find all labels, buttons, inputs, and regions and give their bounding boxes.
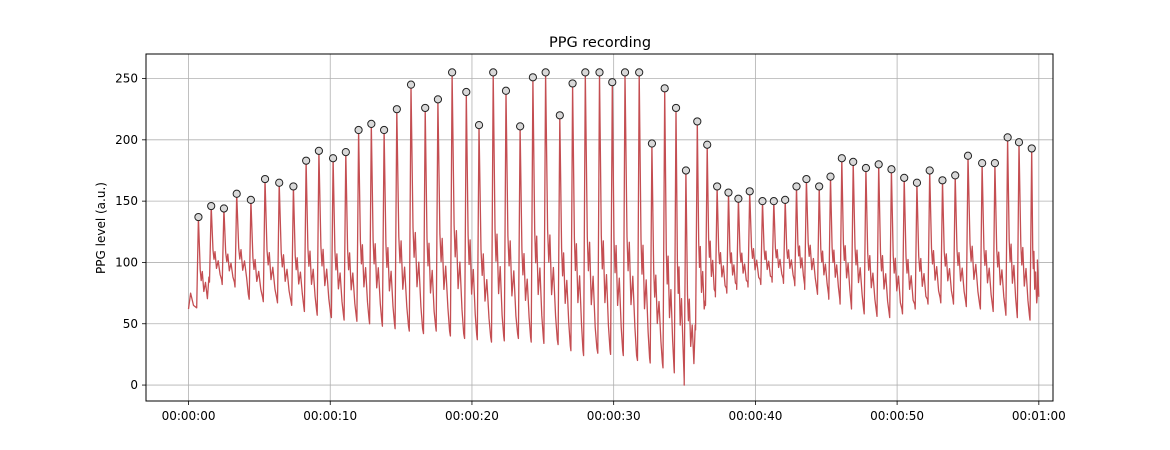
peak-marker bbox=[516, 122, 525, 131]
y-axis-label: PPG level (a.u.) bbox=[94, 182, 108, 274]
peak-marker bbox=[392, 105, 401, 114]
plot-frame bbox=[145, 53, 1054, 402]
peak-marker bbox=[219, 204, 229, 213]
peak-marker bbox=[758, 197, 767, 206]
y-tick-label: 250 bbox=[115, 72, 138, 86]
peak-marker bbox=[528, 73, 537, 82]
y-tick-label: 50 bbox=[123, 317, 138, 331]
x-tick-label: 00:00:40 bbox=[728, 409, 782, 423]
peak-marker bbox=[379, 125, 389, 135]
peak-marker bbox=[963, 151, 973, 160]
y-axis: 0 50 100 150 200 250 bbox=[115, 72, 146, 392]
peak-marker bbox=[671, 103, 681, 113]
peak-marker bbox=[647, 139, 657, 148]
peak-marker bbox=[861, 163, 871, 173]
peak-marker bbox=[232, 189, 241, 198]
chart-title: PPG recording bbox=[549, 35, 651, 51]
peak-marker bbox=[260, 174, 270, 184]
ppg-series bbox=[187, 71, 1040, 386]
peak-marker bbox=[635, 68, 644, 77]
x-tick-label: 00:00:30 bbox=[587, 409, 641, 423]
grid-lines bbox=[146, 54, 1053, 401]
peak-marker bbox=[207, 201, 216, 211]
peak-marker bbox=[978, 159, 987, 168]
peak-marker bbox=[421, 103, 430, 113]
y-tick-label: 200 bbox=[115, 133, 138, 147]
peak-marker bbox=[849, 157, 858, 167]
peak-marker bbox=[912, 178, 922, 187]
peak-marker bbox=[792, 182, 801, 191]
peak-marker bbox=[581, 68, 590, 77]
peak-marker bbox=[693, 117, 702, 126]
x-axis: 00:00:00 00:00:10 00:00:20 00:00:30 00:00:40… bbox=[162, 401, 1066, 423]
peak-marker bbox=[194, 212, 203, 222]
peak-marker bbox=[1027, 144, 1036, 153]
y-tick-label: 100 bbox=[115, 255, 138, 269]
peak-marker bbox=[289, 182, 298, 191]
peak-marker bbox=[341, 147, 350, 157]
peak-marker bbox=[724, 188, 733, 197]
peak-marker bbox=[874, 160, 883, 169]
peak-marker bbox=[900, 173, 909, 182]
peak-marker bbox=[354, 125, 363, 135]
peak-marker bbox=[568, 79, 577, 88]
x-tick-label: 00:00:50 bbox=[870, 409, 924, 423]
peak-marker bbox=[302, 156, 311, 165]
peak-marker bbox=[826, 172, 835, 181]
peak-marker bbox=[541, 68, 550, 77]
peak-marker bbox=[328, 154, 338, 163]
peak-marker bbox=[595, 68, 604, 77]
peak-marker bbox=[489, 68, 498, 77]
peak-marker bbox=[448, 68, 457, 77]
peak-marker bbox=[769, 197, 778, 206]
peak-marker bbox=[1003, 133, 1012, 142]
peak-marker bbox=[275, 178, 284, 187]
peak-marker bbox=[713, 182, 722, 191]
peak-marker bbox=[433, 95, 443, 104]
y-tick-label: 0 bbox=[130, 378, 138, 392]
peak-marker bbox=[781, 195, 790, 205]
peak-marker bbox=[620, 68, 630, 77]
peak-marker bbox=[734, 194, 743, 203]
peak-marker bbox=[951, 171, 960, 180]
peak-marker bbox=[925, 166, 934, 175]
y-tick-label: 150 bbox=[115, 194, 138, 208]
peak-marker bbox=[681, 166, 691, 175]
peak-marker bbox=[660, 84, 669, 93]
peak-marker bbox=[555, 111, 564, 120]
peak-marker bbox=[938, 176, 947, 185]
peak-markers bbox=[194, 68, 1036, 222]
peak-marker bbox=[990, 159, 999, 168]
peak-marker bbox=[501, 86, 511, 95]
peak-marker bbox=[314, 146, 323, 155]
ppg-signal-line bbox=[187, 71, 1040, 386]
peak-marker bbox=[1014, 138, 1024, 147]
peak-marker bbox=[837, 154, 846, 163]
peak-marker bbox=[703, 140, 712, 149]
peak-marker bbox=[887, 165, 896, 174]
peak-marker bbox=[745, 187, 754, 196]
peak-marker bbox=[367, 119, 376, 128]
x-tick-label: 00:00:00 bbox=[162, 409, 216, 423]
x-tick-label: 00:01:00 bbox=[1012, 409, 1066, 423]
x-tick-label: 00:00:10 bbox=[303, 409, 357, 423]
peak-marker bbox=[815, 182, 824, 191]
peak-marker bbox=[474, 121, 484, 130]
x-tick-label: 00:00:20 bbox=[445, 409, 499, 423]
peak-marker bbox=[406, 80, 416, 89]
peak-marker bbox=[802, 174, 811, 184]
peak-marker bbox=[246, 195, 255, 205]
peak-marker bbox=[608, 78, 617, 87]
peak-marker bbox=[462, 87, 471, 97]
